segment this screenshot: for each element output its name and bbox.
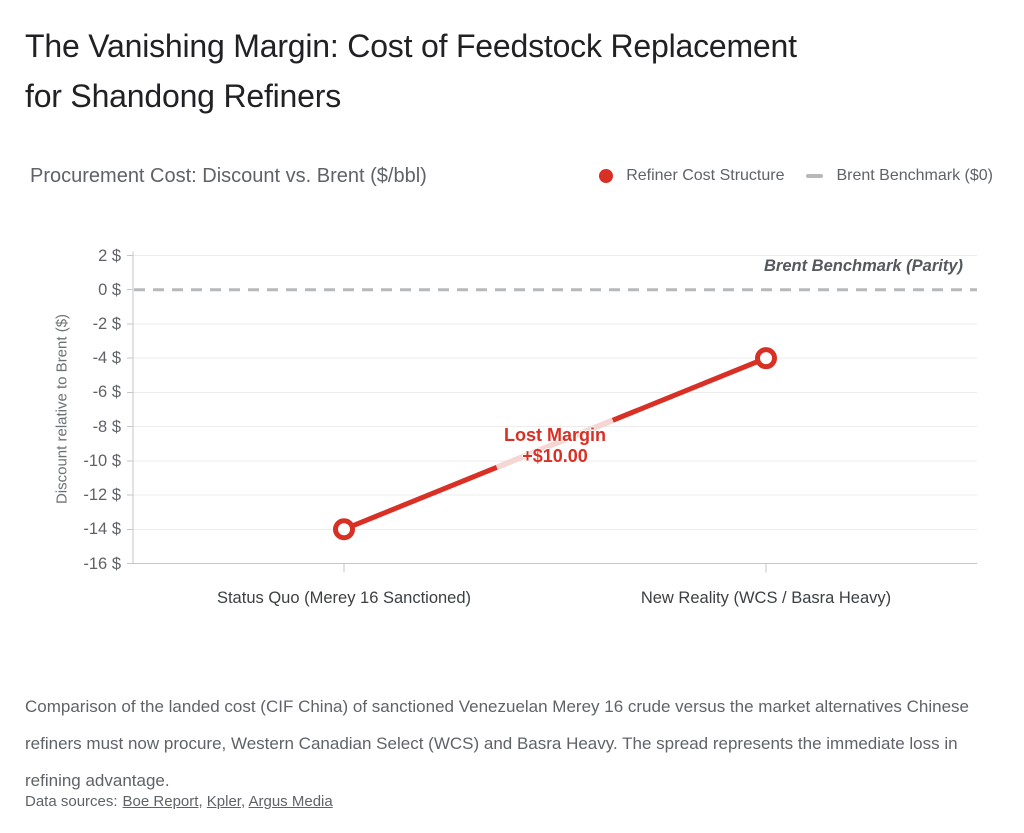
y-axis-title: Discount relative to Brent ($) <box>53 313 71 505</box>
source-link[interactable]: Kpler <box>206 793 241 810</box>
page-title-line: The Vanishing Margin: Cost of Feedstock … <box>25 28 797 64</box>
legend-dot-icon <box>599 169 614 183</box>
lost-margin-annotation: Lost Margin +$10.00 <box>504 425 606 467</box>
source-link[interactable]: Boe Report <box>122 793 199 810</box>
legend-label: Brent Benchmark ($0) <box>836 167 993 184</box>
legend-item-brent-benchmark[interactable]: Brent Benchmark ($0) <box>806 167 993 185</box>
legend-label: Refiner Cost Structure <box>626 167 785 184</box>
footer-description: Comparison of the landed cost (CIF China… <box>25 697 969 790</box>
series-line-faded-segment <box>495 417 614 470</box>
legend-dash-icon <box>806 174 824 178</box>
page-title-line: for Shandong Refiners <box>25 78 342 114</box>
legend-item-refiner-cost-structure[interactable]: Refiner Cost Structure <box>599 167 784 185</box>
chart-subtitle: Procurement Cost: Discount vs. Brent ($/… <box>30 165 427 187</box>
benchmark-parity-label: Brent Benchmark (Parity) <box>764 257 963 275</box>
chart-legend: Refiner Cost Structure Brent Benchmark (… <box>599 167 993 185</box>
data-point-marker[interactable] <box>755 347 777 370</box>
lost-margin-title: Lost Margin <box>504 425 606 445</box>
data-sources: Data sources: Boe Report, Kpler, Argus Me… <box>25 793 333 810</box>
lost-margin-value: +$10.00 <box>522 446 588 466</box>
data-sources-label: Data sources: <box>25 793 118 810</box>
source-link[interactable]: Argus Media <box>248 793 333 810</box>
data-point-marker[interactable] <box>333 518 355 541</box>
data-sources-links: Boe Report, Kpler, Argus Media <box>122 793 333 810</box>
page-title: The Vanishing Margin: Cost of Feedstock … <box>25 21 797 121</box>
